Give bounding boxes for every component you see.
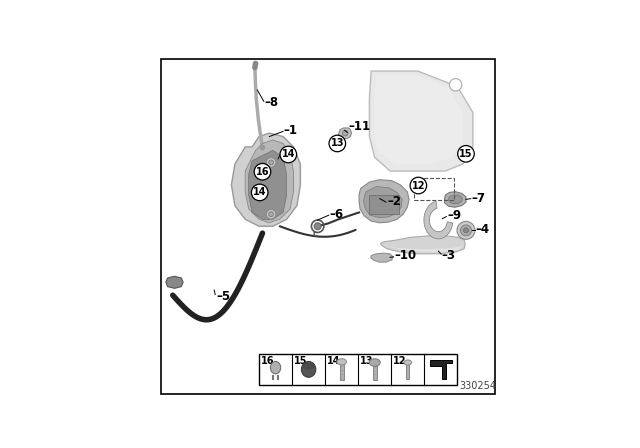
Circle shape [269, 160, 273, 165]
Polygon shape [374, 74, 463, 164]
Polygon shape [166, 276, 183, 289]
Text: –5: –5 [216, 290, 230, 303]
Circle shape [269, 212, 273, 216]
Text: 330254: 330254 [459, 381, 496, 391]
Polygon shape [249, 151, 287, 220]
Circle shape [252, 184, 268, 201]
Ellipse shape [302, 362, 315, 370]
Circle shape [410, 177, 427, 194]
Polygon shape [445, 192, 466, 207]
Circle shape [460, 225, 472, 236]
Text: –9: –9 [447, 209, 461, 222]
Text: 14: 14 [282, 150, 295, 159]
Bar [369, 195, 399, 214]
Circle shape [314, 223, 321, 230]
Text: 15: 15 [460, 149, 473, 159]
Circle shape [266, 209, 276, 219]
Ellipse shape [301, 362, 316, 377]
Text: 14: 14 [327, 356, 340, 366]
Text: –11: –11 [348, 120, 370, 133]
Circle shape [280, 146, 296, 163]
Ellipse shape [337, 359, 346, 365]
Polygon shape [232, 133, 300, 226]
Text: 12: 12 [412, 181, 425, 190]
Text: –2: –2 [387, 195, 401, 208]
Text: 12: 12 [393, 356, 406, 366]
Bar [372, 364, 377, 380]
Polygon shape [380, 236, 465, 254]
Text: –8: –8 [265, 95, 279, 108]
Circle shape [458, 146, 474, 162]
Ellipse shape [369, 359, 380, 366]
Text: –10: –10 [394, 249, 417, 262]
Ellipse shape [404, 360, 412, 365]
Polygon shape [364, 186, 402, 218]
Text: –7: –7 [472, 192, 486, 205]
Text: –3: –3 [442, 249, 456, 262]
Bar [340, 363, 344, 380]
Polygon shape [384, 245, 463, 252]
Bar [259, 354, 458, 385]
Circle shape [254, 164, 271, 180]
Text: 13: 13 [360, 356, 373, 366]
Circle shape [329, 135, 346, 152]
Circle shape [266, 158, 276, 167]
Text: 16: 16 [260, 356, 274, 366]
Bar [406, 363, 409, 379]
Circle shape [457, 221, 475, 239]
Polygon shape [371, 253, 393, 262]
Bar [414, 178, 454, 200]
Circle shape [449, 78, 462, 91]
Text: –6: –6 [330, 208, 344, 221]
Text: –4: –4 [476, 223, 490, 236]
Text: –1: –1 [284, 124, 298, 137]
Ellipse shape [449, 195, 462, 204]
Polygon shape [424, 202, 452, 239]
Polygon shape [245, 140, 294, 223]
Circle shape [463, 228, 468, 233]
Text: 15: 15 [294, 356, 307, 366]
Text: 13: 13 [331, 138, 344, 148]
Text: 14: 14 [253, 187, 266, 198]
Ellipse shape [270, 362, 281, 374]
Circle shape [342, 130, 348, 136]
Text: 16: 16 [256, 167, 269, 177]
Polygon shape [431, 360, 452, 379]
Polygon shape [369, 71, 473, 171]
Polygon shape [359, 180, 409, 223]
Polygon shape [339, 128, 351, 138]
